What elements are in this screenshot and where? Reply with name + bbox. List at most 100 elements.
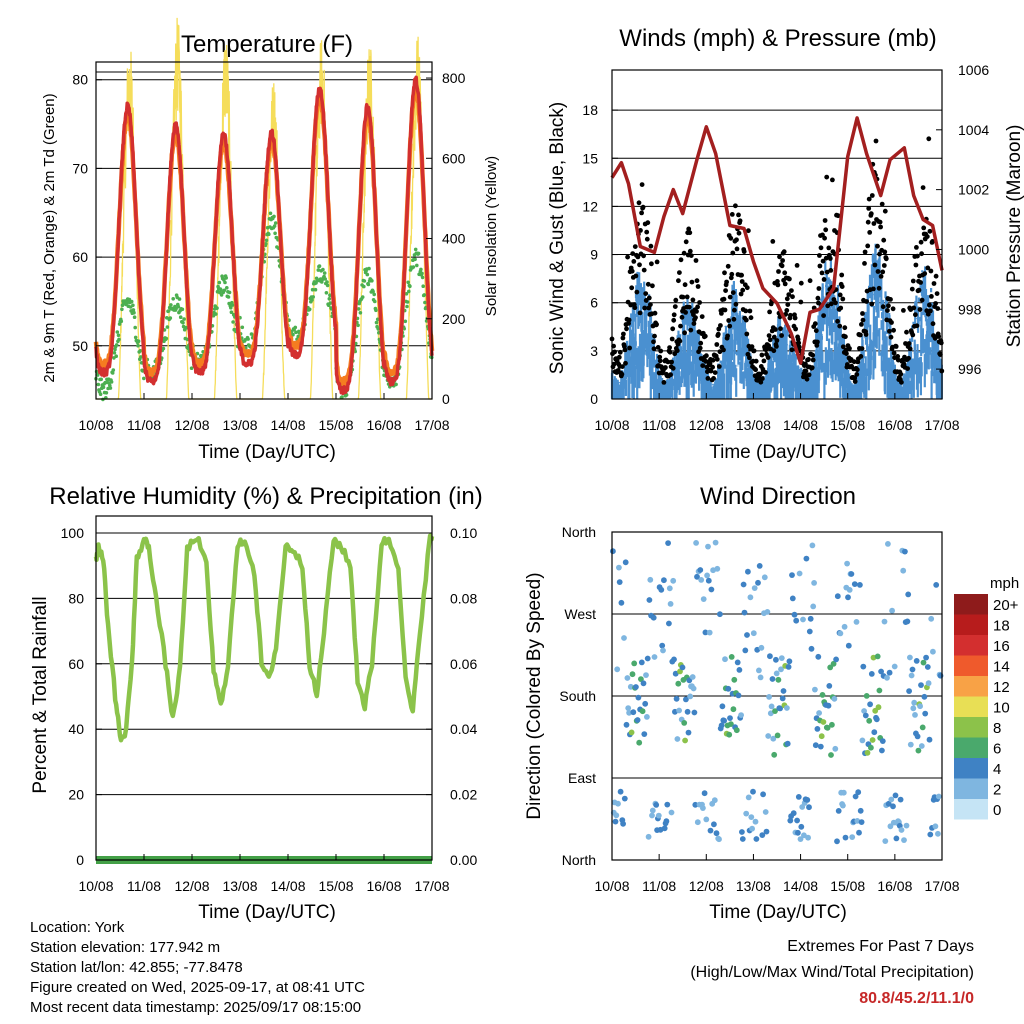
gust-point (763, 370, 768, 375)
dewpoint-point (177, 297, 182, 301)
gust-point (779, 263, 785, 269)
gust-point (632, 244, 638, 250)
gust-point (617, 349, 623, 355)
wind-direction-point (766, 694, 772, 700)
gust-point (748, 315, 754, 321)
wind-direction-point (638, 659, 645, 666)
gust-point (667, 345, 672, 350)
gust-point (899, 379, 904, 385)
gust-point (938, 340, 944, 346)
dewpoint-point (344, 393, 349, 397)
wind-direction-y-tick-label: South (559, 688, 596, 704)
wind-direction-point (853, 619, 860, 625)
wind-direction-point (718, 722, 725, 729)
legend-label: 2 (993, 782, 1001, 799)
wind-direction-point (645, 833, 652, 840)
wind-direction-point (918, 682, 924, 688)
wind-direction-point (635, 694, 642, 701)
gust-point (915, 253, 920, 259)
dewpoint-point (113, 347, 117, 352)
gust-point (929, 294, 934, 299)
gust-point (714, 356, 720, 362)
gust-point (837, 292, 843, 298)
wind-direction-point (798, 823, 805, 830)
dewpoint-point (127, 297, 132, 302)
gust-point (810, 352, 816, 358)
wind-direction-point (742, 647, 749, 654)
gust-point (789, 288, 794, 293)
wind-direction-point (876, 687, 883, 694)
wind-direction-point (784, 705, 790, 711)
wind-direction-point (928, 615, 935, 622)
wind-direction-point (763, 828, 770, 835)
gust-point (859, 346, 865, 351)
gust-point (820, 258, 826, 264)
dewpoint-point (420, 275, 425, 280)
humidity-y-right-tick-label: 0.04 (450, 721, 477, 737)
legend-swatch (954, 696, 988, 717)
gust-point (630, 251, 636, 256)
temperature-y-tick-label: 80 (72, 72, 88, 88)
wind-direction-point (830, 660, 837, 667)
dewpoint-point (419, 267, 423, 272)
wind-direction-point (683, 696, 689, 703)
wind-direction-point (831, 695, 838, 702)
gust-point (890, 306, 896, 312)
wind-direction-point (933, 582, 940, 588)
dewpoint-point (229, 305, 233, 310)
dewpoint-point (272, 224, 277, 228)
wind-direction-point (647, 576, 654, 583)
gust-point (673, 297, 679, 303)
gust-point (877, 251, 882, 257)
wind-direction-point (730, 706, 737, 713)
gust-point (722, 307, 728, 313)
relative-humidity-line (93, 533, 435, 743)
gust-point (719, 311, 724, 316)
gust-point (661, 380, 667, 385)
gust-point (887, 328, 892, 334)
wind-direction-point (655, 812, 662, 819)
wind-direction-point (757, 674, 764, 681)
gust-point (775, 282, 781, 288)
wind-direction-point (668, 809, 675, 816)
dewpoint-point (366, 282, 371, 287)
gust-point (733, 301, 739, 307)
extremes-box: Extremes For Past 7 Days (High/Low/Max W… (690, 934, 974, 1012)
gust-point (891, 350, 897, 356)
humidity-y-tick-label: 20 (68, 787, 84, 803)
gust-point (649, 261, 654, 267)
wind-direction-point (756, 667, 762, 674)
gust-point (794, 263, 800, 268)
wind-direction-point (787, 817, 794, 824)
gust-point (804, 376, 810, 382)
gust-point (895, 354, 901, 359)
dewpoint-point (240, 325, 245, 330)
dewpoint-point (408, 284, 412, 289)
gust-point (688, 253, 694, 258)
gust-point (865, 243, 871, 249)
wind-direction-point (700, 596, 707, 602)
gust-point (686, 226, 692, 232)
temperature-x-label: Time (Day/UTC) (198, 442, 336, 463)
gust-point (882, 249, 888, 255)
humidity-x-tick-label: 11/08 (127, 878, 161, 894)
gust-point (918, 239, 924, 245)
gust-point (871, 221, 877, 226)
gust-point (734, 237, 739, 243)
gust-point (926, 136, 932, 142)
dewpoint-point (166, 309, 171, 313)
gust-point (749, 344, 755, 350)
legend-label: 20+ (993, 597, 1019, 614)
gust-point (864, 299, 869, 304)
wind-direction-point (769, 676, 776, 682)
wind-direction-point (691, 709, 698, 716)
wind-direction-point (740, 581, 747, 588)
gust-point (679, 314, 685, 320)
humidity-x-tick-label: 16/08 (366, 878, 401, 894)
dewpoint-point (310, 287, 315, 292)
gust-point (739, 279, 745, 284)
wind-direction-point (935, 793, 942, 800)
wind-direction-point (811, 580, 817, 586)
gust-point (665, 359, 671, 365)
gust-point (905, 366, 910, 371)
